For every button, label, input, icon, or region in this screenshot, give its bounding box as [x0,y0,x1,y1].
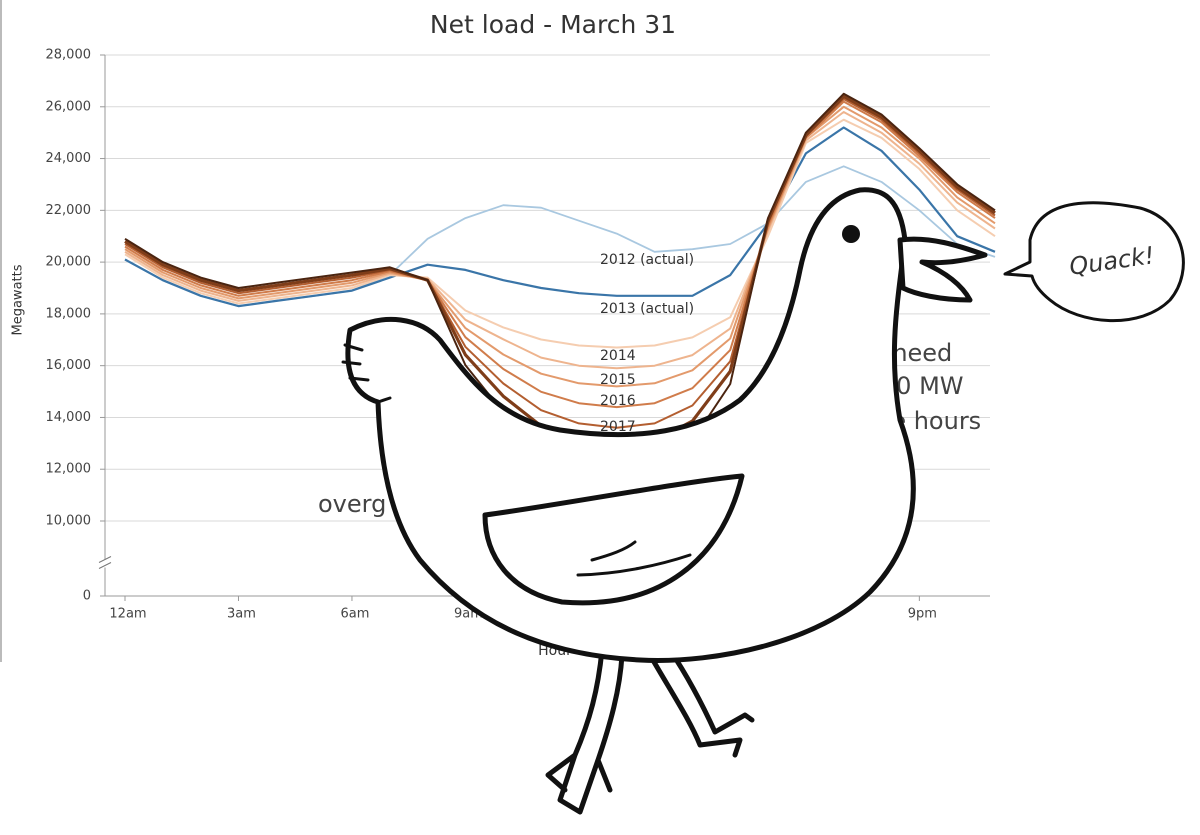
speech-bubble [1003,201,1185,323]
axis-break-gap [99,559,111,568]
series-line [124,105,996,388]
series-label: 2015 [600,372,636,388]
y-tick-label: 20,000 [46,255,92,270]
annotation: overg [318,490,386,518]
y-tick-label: 12,000 [46,462,92,477]
y-tick-label: 0 [83,589,91,604]
series-line [124,98,996,429]
y-axis-label: Megawatts [11,264,26,335]
duck-illustration: Quack! [341,187,1185,815]
series-line [124,100,996,409]
duck-beak [897,236,988,303]
duck-wing [482,473,745,606]
y-tick-label: 24,000 [46,151,92,166]
series-line [124,126,996,308]
series-label: 2012 (actual) [600,252,694,268]
duck-leg [545,647,625,815]
axis-break [98,556,112,563]
y-tick-label: 28,000 [46,48,92,63]
series-label: 2016 [600,393,636,409]
series-line [124,111,996,370]
series-label: 2017 [600,419,636,435]
axis-break [98,562,112,569]
x-tick-label: 12am [109,607,146,622]
y-tick-label: 10,000 [46,514,92,529]
x-tick-label: 6am [341,607,370,622]
series-label: 2013 (actual) [600,301,694,317]
y-tick-label: 16,000 [46,358,92,373]
x-tick-label: 3am [227,607,256,622]
y-tick-label: 26,000 [46,99,92,114]
chart-title: Net load - March 31 [430,10,676,39]
duck-eye [842,225,860,243]
y-tick-label: 18,000 [46,306,92,321]
series-line [124,118,996,349]
y-tick-label: 22,000 [46,203,92,218]
series-label: 2014 [600,348,636,364]
y-tick-label: 14,000 [46,410,92,425]
duck-leg [647,647,755,758]
x-tick-label: 9pm [908,607,937,622]
duck-feather [341,343,692,577]
